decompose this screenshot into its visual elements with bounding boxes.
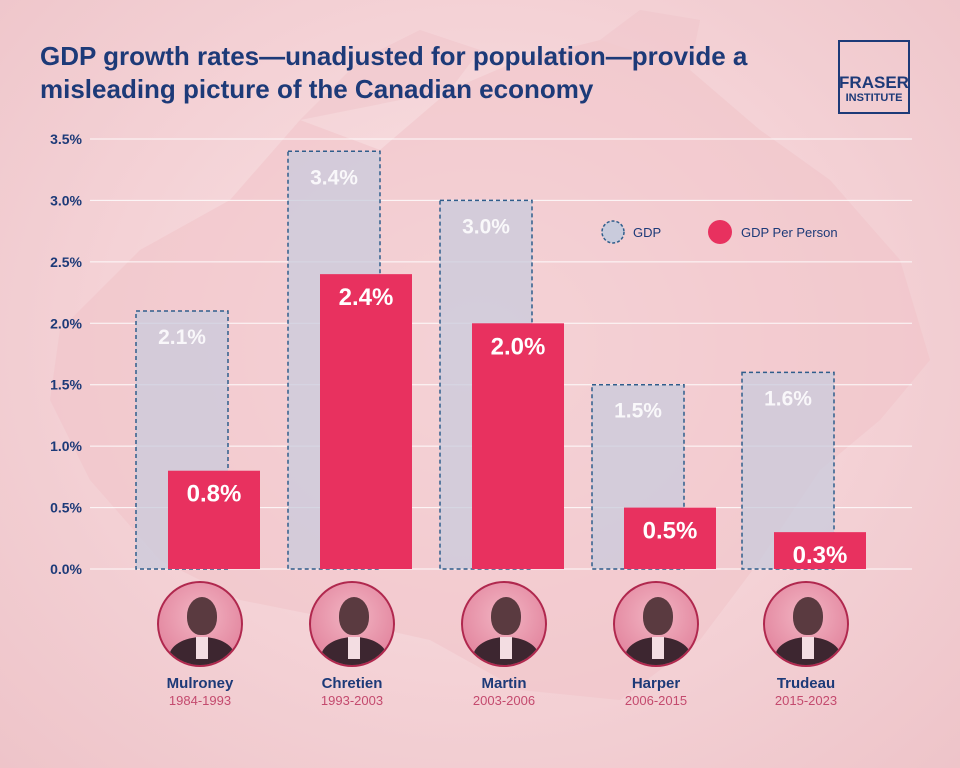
y-tick-label: 0.0%	[50, 561, 82, 577]
leader-name: Martin	[481, 675, 527, 692]
leader-photo	[157, 581, 243, 667]
leader-name: Trudeau	[776, 675, 836, 692]
leader-photo	[309, 581, 395, 667]
y-tick-label: 3.5%	[50, 131, 82, 147]
photo-collar	[500, 637, 512, 659]
leader-name: Chretien	[321, 675, 383, 692]
leader-name: Harper	[631, 675, 681, 692]
gdp-per-person-data-label: 2.4%	[339, 284, 394, 311]
legend-gdp-label: GDP	[633, 225, 661, 240]
gdp-per-person-data-label: 2.0%	[491, 333, 546, 360]
gdp-data-label: 3.0%	[462, 215, 510, 238]
leader-photo	[461, 581, 547, 667]
leader-years: 1984-1993	[168, 693, 232, 708]
photo-collar	[348, 637, 360, 659]
leader-years: 1993-2003	[320, 693, 384, 708]
leader-card: Trudeau 2015-2023	[731, 581, 881, 709]
gdp-per-person-data-label: 0.8%	[187, 481, 242, 508]
leader-years: 2015-2023	[774, 693, 838, 708]
leader-photo	[763, 581, 849, 667]
photo-head	[339, 597, 369, 635]
legend-gdp-swatch	[601, 220, 625, 244]
gdp-per-person-bar	[472, 323, 564, 569]
page-title: GDP growth rates—unadjusted for populati…	[40, 41, 748, 104]
gdp-per-person-bar	[168, 470, 260, 569]
photo-head	[643, 597, 673, 635]
logo-line-2: INSTITUTE	[845, 92, 903, 104]
y-tick-label: 2.5%	[50, 254, 82, 270]
gdp-per-person-bar	[320, 274, 412, 569]
y-tick-label: 2.0%	[50, 315, 82, 331]
photo-head	[187, 597, 217, 635]
gdp-per-person-bar	[624, 507, 716, 569]
leader-card: Mulroney 1984-1993	[125, 581, 275, 709]
gdp-per-person-data-label: 0.3%	[793, 542, 848, 569]
gdp-per-person-bar	[774, 532, 866, 569]
y-tick-label: 1.5%	[50, 377, 82, 393]
gdp-data-label: 1.6%	[764, 387, 812, 410]
photo-collar	[652, 637, 664, 659]
gdp-data-label: 3.4%	[310, 166, 358, 189]
gdp-data-label: 2.1%	[158, 326, 206, 349]
photo-head	[491, 597, 521, 635]
leader-card: Martin 2003-2006	[429, 581, 579, 709]
photo-collar	[802, 637, 814, 659]
y-tick-label: 3.0%	[50, 192, 82, 208]
leader-years: 2006-2015	[624, 693, 688, 708]
gdp-data-label: 1.5%	[614, 400, 662, 423]
leader-card: Chretien 1993-2003	[277, 581, 427, 709]
leader-name: Mulroney	[166, 675, 234, 692]
leader-years: 2003-2006	[472, 693, 536, 708]
gdp-per-person-data-label: 0.5%	[643, 518, 698, 545]
fraser-institute-logo: FRASER INSTITUTE	[838, 40, 910, 114]
leader-card: Harper 2006-2015	[581, 581, 731, 709]
photo-collar	[196, 637, 208, 659]
legend-per-person-swatch	[708, 220, 732, 244]
leader-photo	[613, 581, 699, 667]
y-tick-label: 1.0%	[50, 438, 82, 454]
legend-per-person-label: GDP Per Person	[741, 225, 838, 240]
y-tick-label: 0.5%	[50, 500, 82, 516]
logo-line-1: FRASER	[839, 73, 909, 92]
photo-head	[793, 597, 823, 635]
